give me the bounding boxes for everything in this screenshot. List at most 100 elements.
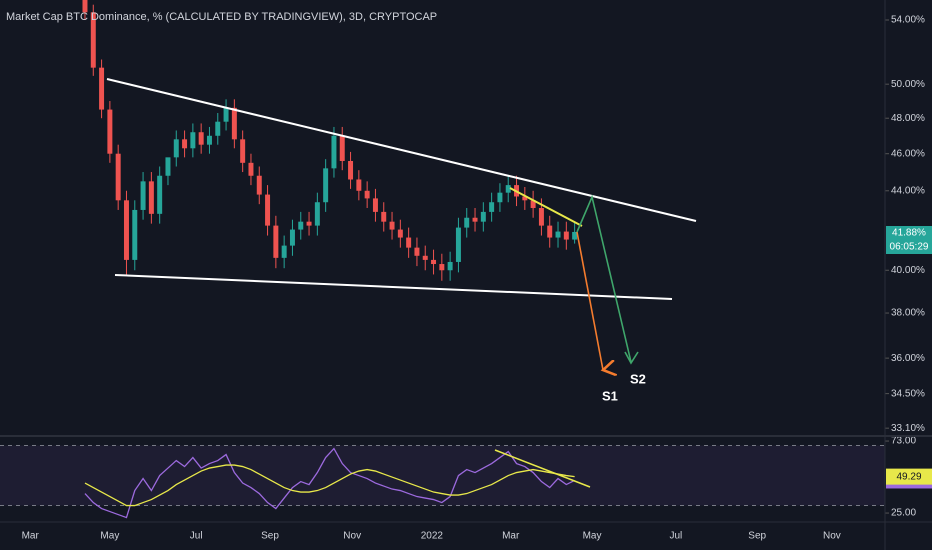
last-value-box	[886, 468, 932, 485]
candle-body	[472, 217, 478, 222]
x-tick-label: Jul	[190, 531, 203, 542]
candle-body	[140, 181, 146, 210]
candle-body	[397, 229, 403, 238]
countdown: 06:05:29	[890, 242, 929, 253]
candle-body	[115, 153, 121, 201]
last-price-label: 41.88%	[892, 228, 926, 239]
candle-body	[480, 211, 486, 222]
candle-body	[182, 139, 188, 149]
candle-body	[107, 109, 113, 154]
y-tick-label: 33.10%	[891, 423, 925, 434]
candle-body	[505, 185, 511, 193]
price-pane	[82, 0, 578, 281]
candle-body	[422, 255, 428, 260]
candle-body	[240, 139, 246, 163]
rsi-trendline	[494, 449, 591, 488]
candle-body	[148, 181, 154, 214]
last-price-box	[886, 226, 932, 254]
candle-body	[206, 135, 212, 145]
x-tick-label: May	[100, 531, 119, 542]
candle-body	[489, 202, 495, 212]
series-line	[84, 464, 575, 507]
y-tick-label: 36.00%	[891, 353, 925, 364]
y-tick-label: 50.00%	[891, 79, 925, 90]
candle-body	[563, 231, 569, 240]
candle-body	[538, 208, 544, 226]
candle-body	[406, 237, 412, 248]
candle-body	[90, 12, 96, 68]
candle-body	[439, 264, 445, 271]
candle-body	[306, 221, 312, 226]
candle-body	[281, 245, 287, 258]
candle-body	[464, 217, 470, 228]
candle-body	[99, 67, 105, 110]
chart-title: Market Cap BTC Dominance, % (CALCULATED …	[6, 11, 437, 23]
candle-body	[157, 175, 163, 214]
arrow-s2	[576, 194, 632, 363]
candle-body	[314, 202, 320, 226]
band-fill	[0, 445, 885, 506]
annotation: S2	[630, 371, 646, 386]
candle-body	[173, 139, 179, 158]
candle-body	[522, 196, 528, 201]
candle-body	[530, 200, 536, 209]
y-tick-label: 73.00	[891, 436, 916, 447]
last-value-label: 49.29	[896, 471, 921, 482]
y-tick-label: 40.00%	[891, 265, 925, 276]
x-tick-label: Nov	[823, 531, 841, 542]
x-tick-label: Sep	[261, 531, 279, 542]
x-tick-label: Nov	[343, 531, 361, 542]
arrow-s2-head	[624, 351, 639, 365]
y-tick-label: 46.00%	[891, 148, 925, 159]
candle-body	[256, 175, 262, 195]
rsi-pane	[0, 445, 885, 519]
candle-body	[455, 227, 461, 262]
drawings: S1 S2	[106, 78, 697, 488]
candle-body	[348, 160, 354, 180]
candle-body	[165, 157, 171, 176]
series-line	[84, 447, 575, 519]
y-tick-label: 34.50%	[891, 388, 925, 399]
annotation: S1	[602, 388, 618, 403]
candle-body	[132, 209, 138, 260]
y-tick-label: 54.00%	[891, 15, 925, 26]
candle-body	[389, 221, 395, 230]
candle-body	[372, 198, 378, 212]
x-tick-label: Jul	[669, 531, 682, 542]
candle-body	[331, 135, 337, 169]
candle-body	[223, 107, 229, 122]
candle-body	[572, 231, 578, 240]
candle-body	[190, 132, 196, 149]
y-tick-label: 25.00	[891, 508, 916, 519]
candle-body	[555, 231, 561, 238]
candle-body	[231, 107, 237, 140]
candle-body	[356, 179, 362, 191]
x-tick-label: Mar	[502, 531, 520, 542]
candle-body	[364, 190, 370, 199]
axes: 54.00% 50.00% 48.00% 46.00% 44.00% 40.00% 38.0…	[22, 15, 932, 542]
candle-body	[323, 168, 329, 203]
candle-body	[447, 261, 453, 271]
upper-trendline	[106, 78, 697, 222]
candle-body	[298, 221, 304, 230]
x-tick-label: Mar	[22, 531, 40, 542]
candle-body	[431, 259, 437, 265]
lower-trendline	[114, 274, 673, 300]
candle-body	[248, 162, 254, 176]
candle-body	[215, 121, 221, 136]
candle-body	[497, 192, 503, 203]
candle-body	[273, 225, 279, 258]
arrow-s1	[576, 231, 603, 370]
candle-body	[82, 0, 88, 13]
y-tick-label: 38.00%	[891, 308, 925, 319]
x-tick-label: Sep	[748, 531, 766, 542]
candle-body	[265, 194, 271, 226]
yellow-trendline	[509, 187, 583, 227]
candle-body	[339, 135, 345, 161]
candle-body	[289, 229, 295, 246]
y-tick-label: 44.00%	[891, 185, 925, 196]
candle-body	[381, 211, 387, 222]
candle-body	[123, 200, 129, 260]
candle-body	[198, 132, 204, 145]
x-tick-label: May	[583, 531, 602, 542]
